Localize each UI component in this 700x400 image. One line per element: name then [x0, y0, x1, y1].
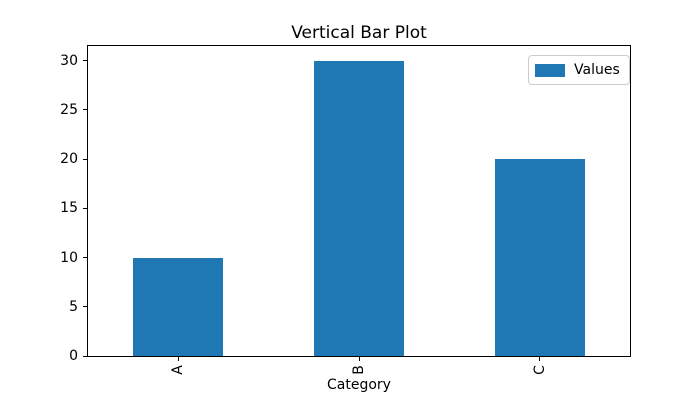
- legend-label: Values: [574, 62, 620, 78]
- x-axis-label: Category: [327, 377, 391, 393]
- y-tick-mark: [83, 109, 87, 111]
- x-tick-label: B: [351, 365, 367, 375]
- chart-title: Vertical Bar Plot: [291, 23, 427, 43]
- y-tick-mark: [83, 257, 87, 259]
- y-tick-mark: [83, 306, 87, 308]
- y-tick-label: 15: [60, 200, 78, 217]
- bar: [494, 159, 585, 356]
- x-tick-mark: [177, 357, 179, 361]
- bar: [133, 257, 224, 356]
- legend: Values: [528, 55, 630, 85]
- x-tick-mark: [539, 357, 541, 361]
- y-tick-label: 5: [69, 298, 78, 315]
- y-tick-mark: [83, 60, 87, 62]
- y-tick-mark: [83, 158, 87, 160]
- y-tick-label: 20: [60, 151, 78, 168]
- x-tick-mark: [358, 357, 360, 361]
- y-tick-label: 30: [60, 52, 78, 69]
- x-tick-label: A: [170, 365, 187, 375]
- legend-swatch: [535, 63, 565, 77]
- bar: [313, 60, 405, 356]
- y-tick-mark: [83, 207, 87, 209]
- x-tick-label: C: [531, 365, 548, 375]
- y-tick-label: 0: [69, 348, 78, 364]
- y-tick-label: 10: [60, 249, 78, 266]
- y-tick-mark: [83, 355, 87, 357]
- y-tick-label: 25: [60, 101, 78, 118]
